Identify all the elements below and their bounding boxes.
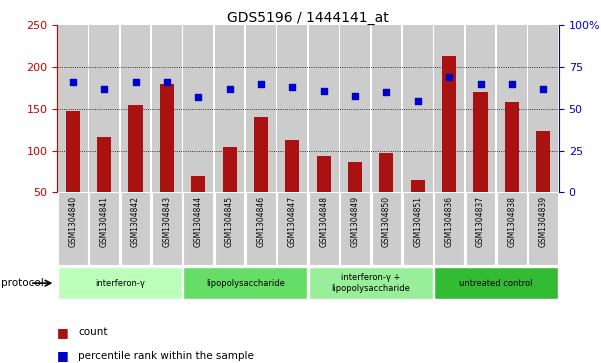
FancyBboxPatch shape (435, 267, 558, 299)
Bar (285, 140, 299, 192)
Bar (466, 25, 495, 192)
FancyBboxPatch shape (183, 267, 307, 299)
Text: GSM1304849: GSM1304849 (350, 196, 359, 247)
FancyBboxPatch shape (121, 192, 150, 265)
FancyBboxPatch shape (215, 192, 245, 265)
Point (382, 89, 391, 95)
Bar (340, 25, 370, 192)
Bar (222, 147, 237, 192)
FancyBboxPatch shape (497, 192, 527, 265)
FancyBboxPatch shape (435, 192, 464, 265)
Bar (246, 25, 276, 192)
Bar (474, 92, 487, 192)
Bar (183, 25, 213, 192)
Bar (317, 156, 331, 192)
Text: GSM1304840: GSM1304840 (69, 196, 78, 247)
Text: GSM1304842: GSM1304842 (131, 196, 140, 247)
Bar (278, 25, 307, 192)
Bar (160, 84, 174, 192)
Text: GSM1304845: GSM1304845 (225, 196, 234, 247)
Point (319, 87, 329, 93)
Bar (97, 137, 111, 192)
Text: lipopolysaccharide: lipopolysaccharide (206, 279, 285, 287)
Bar (58, 25, 88, 192)
Text: GSM1304848: GSM1304848 (319, 196, 328, 247)
Point (162, 79, 172, 85)
Text: GSM1304837: GSM1304837 (476, 196, 485, 247)
Bar (191, 176, 206, 192)
Bar (215, 25, 245, 192)
Text: ■: ■ (57, 326, 69, 339)
Bar (309, 25, 338, 192)
FancyBboxPatch shape (466, 192, 495, 265)
Text: GSM1304851: GSM1304851 (413, 196, 423, 247)
Text: percentile rank within the sample: percentile rank within the sample (78, 351, 254, 361)
Bar (254, 117, 268, 192)
Text: ■: ■ (57, 349, 69, 362)
Point (507, 81, 517, 87)
FancyBboxPatch shape (309, 192, 338, 265)
Point (130, 79, 140, 85)
Text: GSM1304838: GSM1304838 (507, 196, 516, 247)
Bar (505, 102, 519, 192)
FancyBboxPatch shape (371, 192, 401, 265)
FancyBboxPatch shape (246, 192, 276, 265)
Bar (371, 25, 401, 192)
Text: GSM1304846: GSM1304846 (257, 196, 266, 247)
Text: GSM1304839: GSM1304839 (538, 196, 548, 247)
FancyBboxPatch shape (152, 192, 182, 265)
Text: interferon-γ +
lipopolysaccharide: interferon-γ + lipopolysaccharide (331, 273, 410, 293)
Point (444, 74, 454, 80)
FancyBboxPatch shape (89, 192, 119, 265)
FancyBboxPatch shape (58, 192, 88, 265)
Point (68, 79, 78, 85)
FancyBboxPatch shape (528, 192, 558, 265)
Text: GDS5196 / 1444141_at: GDS5196 / 1444141_at (227, 11, 389, 25)
Bar (152, 25, 182, 192)
Bar (536, 131, 551, 192)
Text: count: count (78, 327, 108, 337)
Bar (121, 25, 150, 192)
Bar (442, 56, 456, 192)
Point (538, 86, 548, 92)
Point (225, 86, 234, 92)
Bar (89, 25, 119, 192)
Point (194, 94, 203, 100)
Text: GSM1304847: GSM1304847 (288, 196, 297, 247)
Point (287, 84, 297, 90)
Bar (66, 111, 80, 192)
Point (99, 86, 109, 92)
Text: GSM1304836: GSM1304836 (445, 196, 454, 247)
Point (256, 81, 266, 87)
Bar (410, 180, 425, 192)
FancyBboxPatch shape (183, 192, 213, 265)
Text: protocol: protocol (1, 278, 43, 288)
FancyBboxPatch shape (278, 192, 307, 265)
Bar (435, 25, 464, 192)
Text: GSM1304843: GSM1304843 (162, 196, 171, 247)
Bar (348, 162, 362, 192)
FancyBboxPatch shape (309, 267, 433, 299)
FancyBboxPatch shape (340, 192, 370, 265)
Bar (129, 105, 142, 192)
Text: interferon-γ: interferon-γ (95, 279, 145, 287)
FancyBboxPatch shape (58, 267, 182, 299)
Point (413, 98, 423, 103)
Text: GSM1304850: GSM1304850 (382, 196, 391, 247)
Bar (497, 25, 527, 192)
Text: GSM1304841: GSM1304841 (100, 196, 109, 247)
Point (476, 81, 486, 87)
Text: GSM1304844: GSM1304844 (194, 196, 203, 247)
FancyBboxPatch shape (403, 192, 433, 265)
Bar (379, 153, 394, 192)
Text: untreated control: untreated control (459, 279, 533, 287)
Point (350, 93, 360, 98)
Bar (403, 25, 433, 192)
Bar (528, 25, 558, 192)
